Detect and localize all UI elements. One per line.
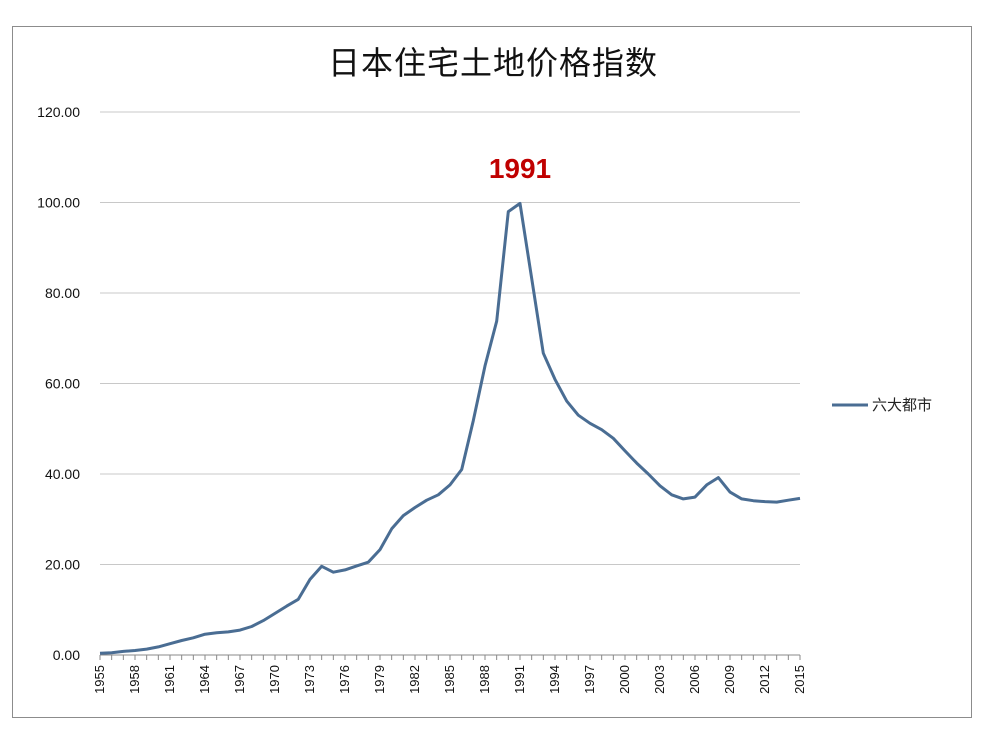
y-tick-label: 40.00 <box>45 466 80 482</box>
x-tick-label: 2006 <box>687 665 702 694</box>
x-tick-label: 1991 <box>512 665 527 694</box>
x-tick-label: 2009 <box>722 665 737 694</box>
gridlines <box>100 111 800 656</box>
x-tick-label: 1958 <box>127 665 142 694</box>
x-tick-label: 1970 <box>267 665 282 694</box>
x-tick-label: 1994 <box>547 665 562 694</box>
x-tick-label: 1961 <box>162 665 177 694</box>
peak-annotation: 1991 <box>489 153 551 184</box>
x-tick-label: 1973 <box>302 665 317 694</box>
x-tick-label: 1967 <box>232 665 247 694</box>
y-tick-label: 120.00 <box>37 104 80 120</box>
y-tick-label: 20.00 <box>45 557 80 573</box>
x-tick-label: 1988 <box>477 665 492 694</box>
x-tick-label: 2015 <box>792 665 807 694</box>
legend-label: 六大都市 <box>872 396 932 414</box>
y-tick-label: 100.00 <box>37 195 80 211</box>
x-tick-label: 1997 <box>582 665 597 694</box>
chart-title: 日本住宅土地价格指数 <box>327 44 658 82</box>
x-tick-label: 1979 <box>372 665 387 694</box>
x-tick-label: 2000 <box>617 665 632 694</box>
y-tick-label: 0.00 <box>53 647 80 663</box>
x-tick-label: 1976 <box>337 665 352 694</box>
x-tick-label: 2012 <box>757 665 772 694</box>
x-axis-ticks: 1955 1958 1961 1964 1967 1970 1973 1976 1979 1982… <box>92 655 807 694</box>
annotations: 1991 <box>489 153 551 184</box>
x-tick-label: 1982 <box>407 665 422 694</box>
series-lines <box>99 201 801 655</box>
x-tick-label: 1985 <box>442 665 457 694</box>
legend: 六大都市 <box>832 396 932 414</box>
chart-frame <box>12 26 972 718</box>
x-tick-label: 2003 <box>652 665 667 694</box>
y-axis-ticks: 0.00 20.00 40.00 60.00 80.00 100.00 120.00 <box>37 104 80 663</box>
series-line <box>99 201 801 655</box>
y-tick-label: 80.00 <box>45 285 80 301</box>
x-tick-label: 1964 <box>197 665 212 694</box>
x-tick-label: 1955 <box>92 665 107 694</box>
y-tick-label: 60.00 <box>45 376 80 392</box>
